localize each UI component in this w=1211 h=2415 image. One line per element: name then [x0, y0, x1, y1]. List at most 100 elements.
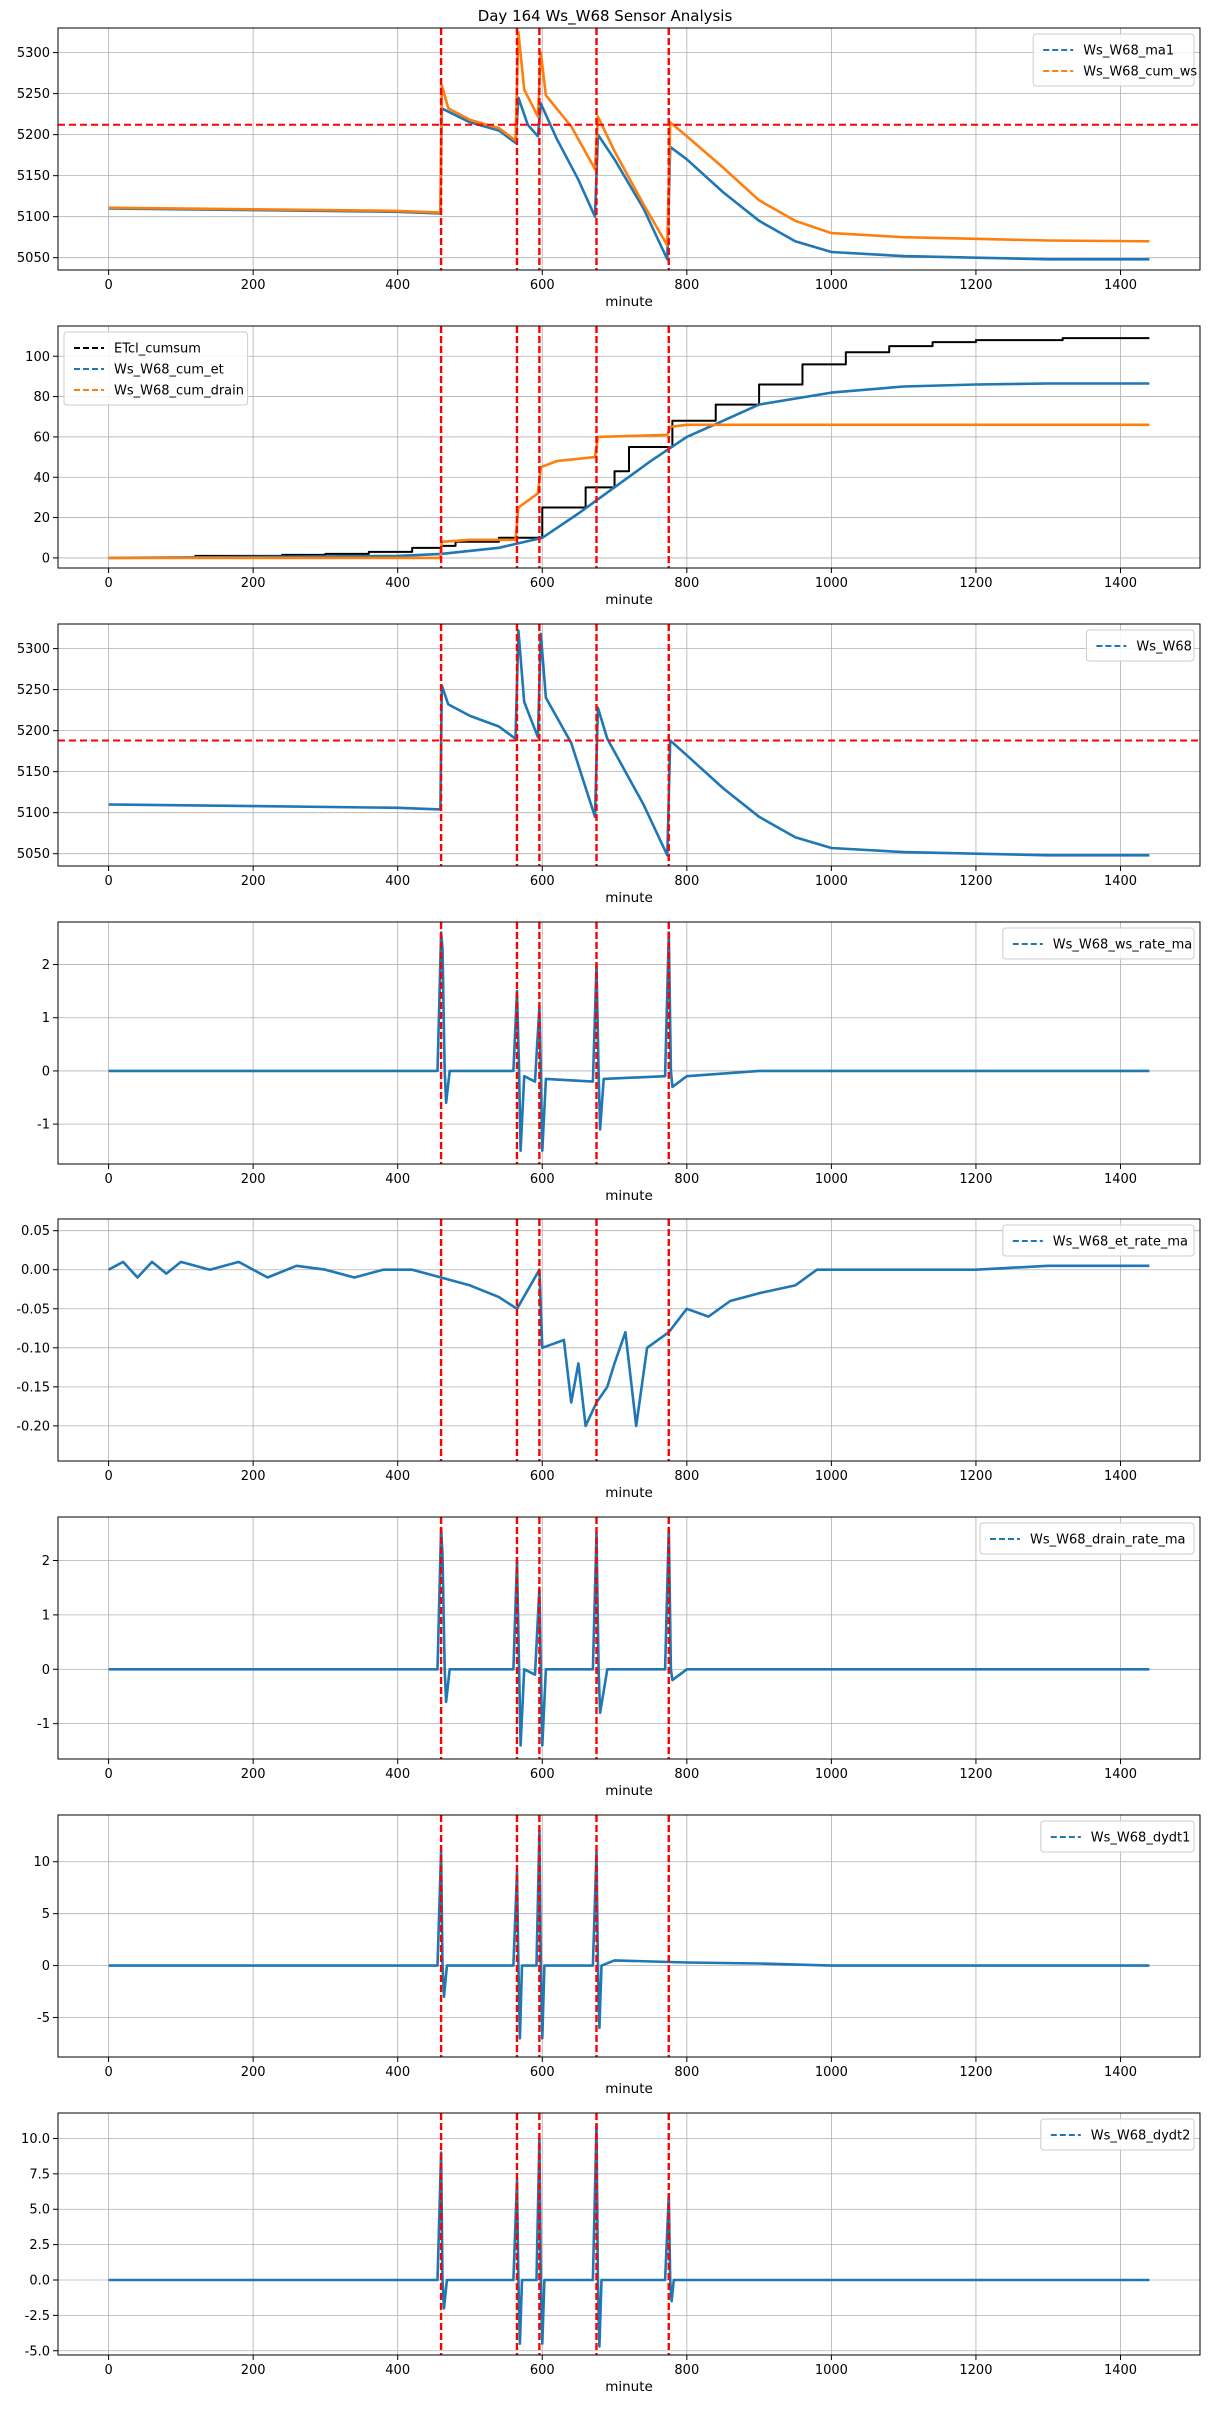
y-tick-label: 40	[33, 471, 50, 486]
x-tick-label: 1000	[815, 576, 848, 591]
y-tick-label: -2.5	[25, 2309, 50, 2324]
series-line-Ws_W68	[108, 629, 1150, 857]
chart-2: 0 200 400 600 800 1000 1200 1400 0 20 40 60 80 100 min…	[25, 325, 1201, 608]
y-tick-label: 5150	[17, 765, 50, 780]
legend-label: ETcl_cumsum	[114, 342, 201, 357]
x-tick-label: 600	[530, 874, 555, 889]
y-tick-label: 0	[42, 551, 50, 566]
x-axis-label: minute	[605, 1188, 653, 1204]
x-tick-label: 400	[385, 2363, 410, 2378]
x-tick-label: 200	[241, 2363, 266, 2378]
y-tick-label: 5200	[17, 724, 50, 739]
x-tick-label: 600	[530, 1767, 555, 1782]
legend: Ws_W68_ws_rate_ma	[1002, 927, 1195, 960]
legend: Ws_W68_drain_rate_ma	[979, 1522, 1195, 1555]
x-tick-label: 200	[241, 576, 266, 591]
y-tick-label: -0.20	[16, 1419, 50, 1434]
y-tick-label: 0	[42, 1959, 50, 1974]
x-tick-label: 800	[674, 576, 699, 591]
x-tick-label: 200	[241, 1767, 266, 1782]
y-tick-label: 10.0	[21, 2132, 50, 2147]
x-axis-label: minute	[605, 2379, 653, 2395]
y-tick-label: 2	[42, 1554, 50, 1569]
legend-label: Ws_W68_dydt1	[1091, 1831, 1191, 1846]
legend-box	[1085, 629, 1195, 662]
legend-label: Ws_W68_drain_rate_ma	[1030, 1533, 1185, 1548]
x-tick-label: 400	[385, 278, 410, 293]
x-tick-label: 0	[104, 2363, 112, 2378]
axes-frame	[57, 27, 1201, 271]
y-tick-label: 0	[42, 1064, 50, 1079]
series-line-Ws_W68_et_rate_ma	[107, 1260, 1150, 1428]
x-tick-label: 800	[674, 2065, 699, 2080]
x-tick-label: 1200	[959, 2363, 992, 2378]
x-axis-label: minute	[605, 1783, 653, 1799]
x-tick-label: 600	[530, 2363, 555, 2378]
y-tick-label: 5.0	[29, 2203, 50, 2218]
chart-6: 0 200 400 600 800 1000 1200 1400 -1 0 1 2 minute Ws_W…	[37, 1516, 1201, 1799]
legend: Ws_W68_dydt1	[1040, 1820, 1195, 1853]
x-tick-label: 800	[674, 2363, 699, 2378]
y-tick-label: 5050	[17, 847, 50, 862]
series-line-Ws_W68_cum_et	[108, 382, 1150, 560]
x-tick-label: 1400	[1104, 1172, 1137, 1187]
x-tick-label: 1000	[815, 874, 848, 889]
legend-box	[63, 331, 249, 406]
axes-frame	[57, 623, 1201, 867]
x-tick-label: 1000	[815, 2363, 848, 2378]
chart-7: 0 200 400 600 800 1000 1200 1400 -5 0 5 10 minute Ws_…	[33, 1814, 1201, 2097]
x-tick-label: 800	[674, 874, 699, 889]
axes-frame	[57, 325, 1201, 569]
x-tick-label: 0	[104, 576, 112, 591]
y-tick-label: 10	[33, 1855, 50, 1870]
y-tick-label: 5150	[17, 169, 50, 184]
x-tick-label: 400	[385, 1172, 410, 1187]
x-tick-label: 200	[241, 1469, 266, 1484]
x-tick-label: 800	[674, 278, 699, 293]
y-tick-label: 0.0	[29, 2273, 50, 2288]
y-tick-label: 80	[33, 390, 50, 405]
x-tick-label: 1200	[959, 1767, 992, 1782]
axes-frame	[57, 1218, 1201, 1462]
legend-label: Ws_W68_cum_drain	[114, 384, 244, 399]
x-tick-label: 400	[385, 1767, 410, 1782]
legend-label: Ws_W68	[1136, 640, 1192, 655]
y-tick-label: 5300	[17, 46, 50, 61]
x-tick-label: 1000	[815, 2065, 848, 2080]
y-tick-label: -0.10	[16, 1341, 50, 1356]
x-tick-label: 1000	[815, 1469, 848, 1484]
x-tick-label: 0	[104, 1469, 112, 1484]
x-tick-label: 1000	[815, 1172, 848, 1187]
legend-label: Ws_W68_cum_ws	[1083, 65, 1197, 80]
x-tick-label: 1200	[959, 874, 992, 889]
legend-box	[1002, 1224, 1195, 1257]
x-tick-label: 200	[241, 2065, 266, 2080]
x-tick-label: 1400	[1104, 1469, 1137, 1484]
x-tick-label: 0	[104, 1172, 112, 1187]
x-tick-label: 800	[674, 1172, 699, 1187]
y-tick-label: 5100	[17, 210, 50, 225]
series-line-Ws_W68_dydt2	[108, 2123, 1150, 2348]
x-tick-label: 1400	[1104, 278, 1137, 293]
legend: Ws_W68_ma1 Ws_W68_cum_ws	[1032, 33, 1197, 87]
x-tick-label: 1200	[959, 2065, 992, 2080]
x-tick-label: 800	[674, 1767, 699, 1782]
legend-box	[1002, 927, 1195, 960]
y-tick-label: 60	[33, 430, 50, 445]
x-tick-label: 1400	[1104, 2363, 1137, 2378]
y-tick-label: 20	[33, 511, 50, 526]
x-tick-label: 600	[530, 278, 555, 293]
legend: Ws_W68_dydt2	[1040, 2118, 1195, 2151]
y-tick-label: 5050	[17, 251, 50, 266]
legend-box	[1040, 2118, 1195, 2151]
y-tick-label: 5250	[17, 683, 50, 698]
x-axis-label: minute	[605, 2081, 653, 2097]
y-tick-label: 0.00	[21, 1263, 50, 1278]
y-tick-label: 5100	[17, 806, 50, 821]
x-axis-label: minute	[605, 294, 653, 310]
x-tick-label: 1000	[815, 1767, 848, 1782]
x-axis-label: minute	[605, 890, 653, 906]
legend-label: Ws_W68_cum_et	[114, 363, 224, 378]
x-tick-label: 1200	[959, 1172, 992, 1187]
